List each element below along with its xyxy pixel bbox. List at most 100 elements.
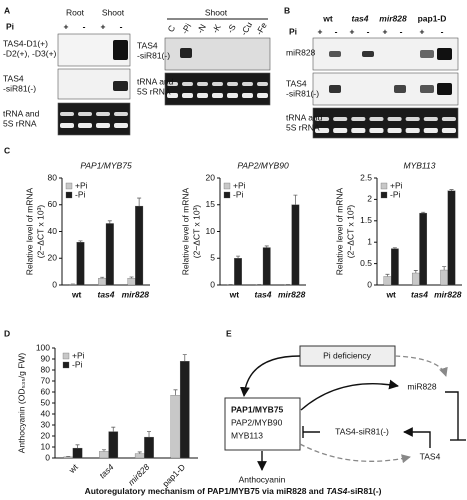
band — [315, 128, 330, 133]
y-tick-label: 50 — [41, 397, 51, 407]
y-tick-label: 40 — [48, 226, 58, 236]
band — [212, 93, 223, 98]
lane-label: -Cu — [239, 20, 255, 37]
error-bar — [111, 426, 116, 432]
panel-label: C — [4, 145, 10, 155]
row-label: TAS4-D1(+) — [3, 38, 48, 48]
x-tick-label: tas4 — [97, 289, 114, 299]
band — [113, 81, 128, 91]
pi-label: Pi — [289, 26, 297, 36]
error-bar — [385, 273, 390, 277]
y-tick-label: 90 — [41, 353, 51, 363]
y-tick-label: 80 — [41, 364, 51, 374]
lane-label: -K — [210, 22, 223, 35]
band — [167, 93, 178, 98]
legend-label: +Pi — [75, 180, 88, 190]
row-label: 5S rRNA — [3, 118, 37, 128]
row-label: -siR81(-) — [137, 50, 170, 60]
row-label: 5S rRNA — [286, 122, 320, 132]
band — [180, 48, 192, 58]
group-label: Root — [66, 7, 85, 17]
blot — [57, 102, 131, 136]
error-bar — [107, 220, 112, 224]
y-tick-label: 40 — [41, 408, 51, 418]
x-tick-label: mir828 — [122, 289, 150, 299]
bar — [291, 204, 300, 286]
y-tick-label: 100 — [36, 342, 50, 352]
node-label: Pi deficiency — [323, 350, 371, 360]
band — [315, 117, 330, 121]
bar — [440, 269, 448, 286]
y-axis-label: Relative level of mRNA — [180, 187, 190, 275]
y-tick-label: 0 — [45, 452, 50, 462]
x-tick-label: mir828 — [126, 462, 152, 488]
legend-label: -Pi — [75, 189, 86, 199]
bar — [234, 258, 242, 286]
x-tick-label: tas4 — [254, 289, 271, 299]
band — [423, 128, 438, 133]
band — [197, 82, 208, 86]
y-tick-label: 0 — [367, 279, 372, 289]
bar — [419, 212, 428, 286]
band — [405, 128, 420, 133]
row-label: miR828 — [286, 47, 316, 57]
blot — [312, 107, 459, 139]
error-bar — [293, 194, 298, 205]
row-label: tRNA and — [286, 112, 323, 122]
bar — [127, 278, 136, 286]
band — [441, 128, 456, 133]
bar — [411, 272, 420, 286]
arrow — [394, 355, 448, 377]
band — [78, 112, 92, 116]
band — [60, 112, 74, 116]
lane-label: -Fe — [254, 20, 269, 36]
legend-label: -Pi — [72, 359, 83, 369]
lane-label: C — [165, 23, 177, 33]
y-tick-label: 80 — [48, 172, 58, 182]
band — [351, 128, 366, 133]
y-tick-label: 0 — [210, 279, 215, 289]
node-label: miR828 — [407, 381, 437, 391]
y-tick-label: 5 — [210, 253, 215, 263]
band — [242, 93, 253, 98]
row-label: -siR81(-) — [3, 83, 36, 93]
band — [329, 85, 341, 93]
band — [113, 40, 128, 60]
caption-part: TAS4 — [326, 486, 347, 496]
legend-label: -Pi — [233, 189, 244, 199]
panel-label: A — [4, 5, 10, 15]
pi-sign: - — [367, 26, 370, 36]
band — [441, 117, 456, 121]
chart-title: PAP2/MYB90 — [237, 160, 289, 170]
row-label: TAS4 — [3, 73, 24, 83]
band — [369, 117, 384, 121]
y-tick-label: 1 — [367, 236, 372, 246]
error-bar — [442, 266, 447, 271]
node-label: MYB113 — [231, 430, 263, 440]
y-tick-label: 15 — [206, 199, 216, 209]
y-tick-label: 10 — [206, 226, 216, 236]
row-label: TAS4 — [286, 78, 307, 88]
bar — [135, 205, 144, 286]
band — [362, 51, 374, 57]
bar — [99, 451, 109, 459]
y-tick-label: 60 — [48, 199, 58, 209]
node-label: PAP2/MYB90 — [231, 417, 283, 427]
arrow — [300, 379, 399, 411]
band — [405, 117, 420, 121]
y-tick-label: 1.5 — [360, 215, 372, 225]
bar — [144, 436, 154, 459]
row-label: 5S rRNA — [137, 86, 171, 96]
panel-label: D — [4, 328, 10, 338]
band — [96, 123, 110, 128]
node-label: TAS4 — [420, 451, 441, 461]
lane-label: -N — [195, 22, 208, 35]
x-tick-label: wt — [229, 289, 240, 299]
x-tick-label: tas4 — [411, 289, 428, 299]
x-tick-label: mir828 — [278, 289, 306, 299]
bar — [134, 453, 145, 459]
error-bar — [75, 444, 80, 449]
bar — [63, 456, 74, 459]
band — [227, 82, 238, 86]
arrow — [403, 427, 431, 448]
